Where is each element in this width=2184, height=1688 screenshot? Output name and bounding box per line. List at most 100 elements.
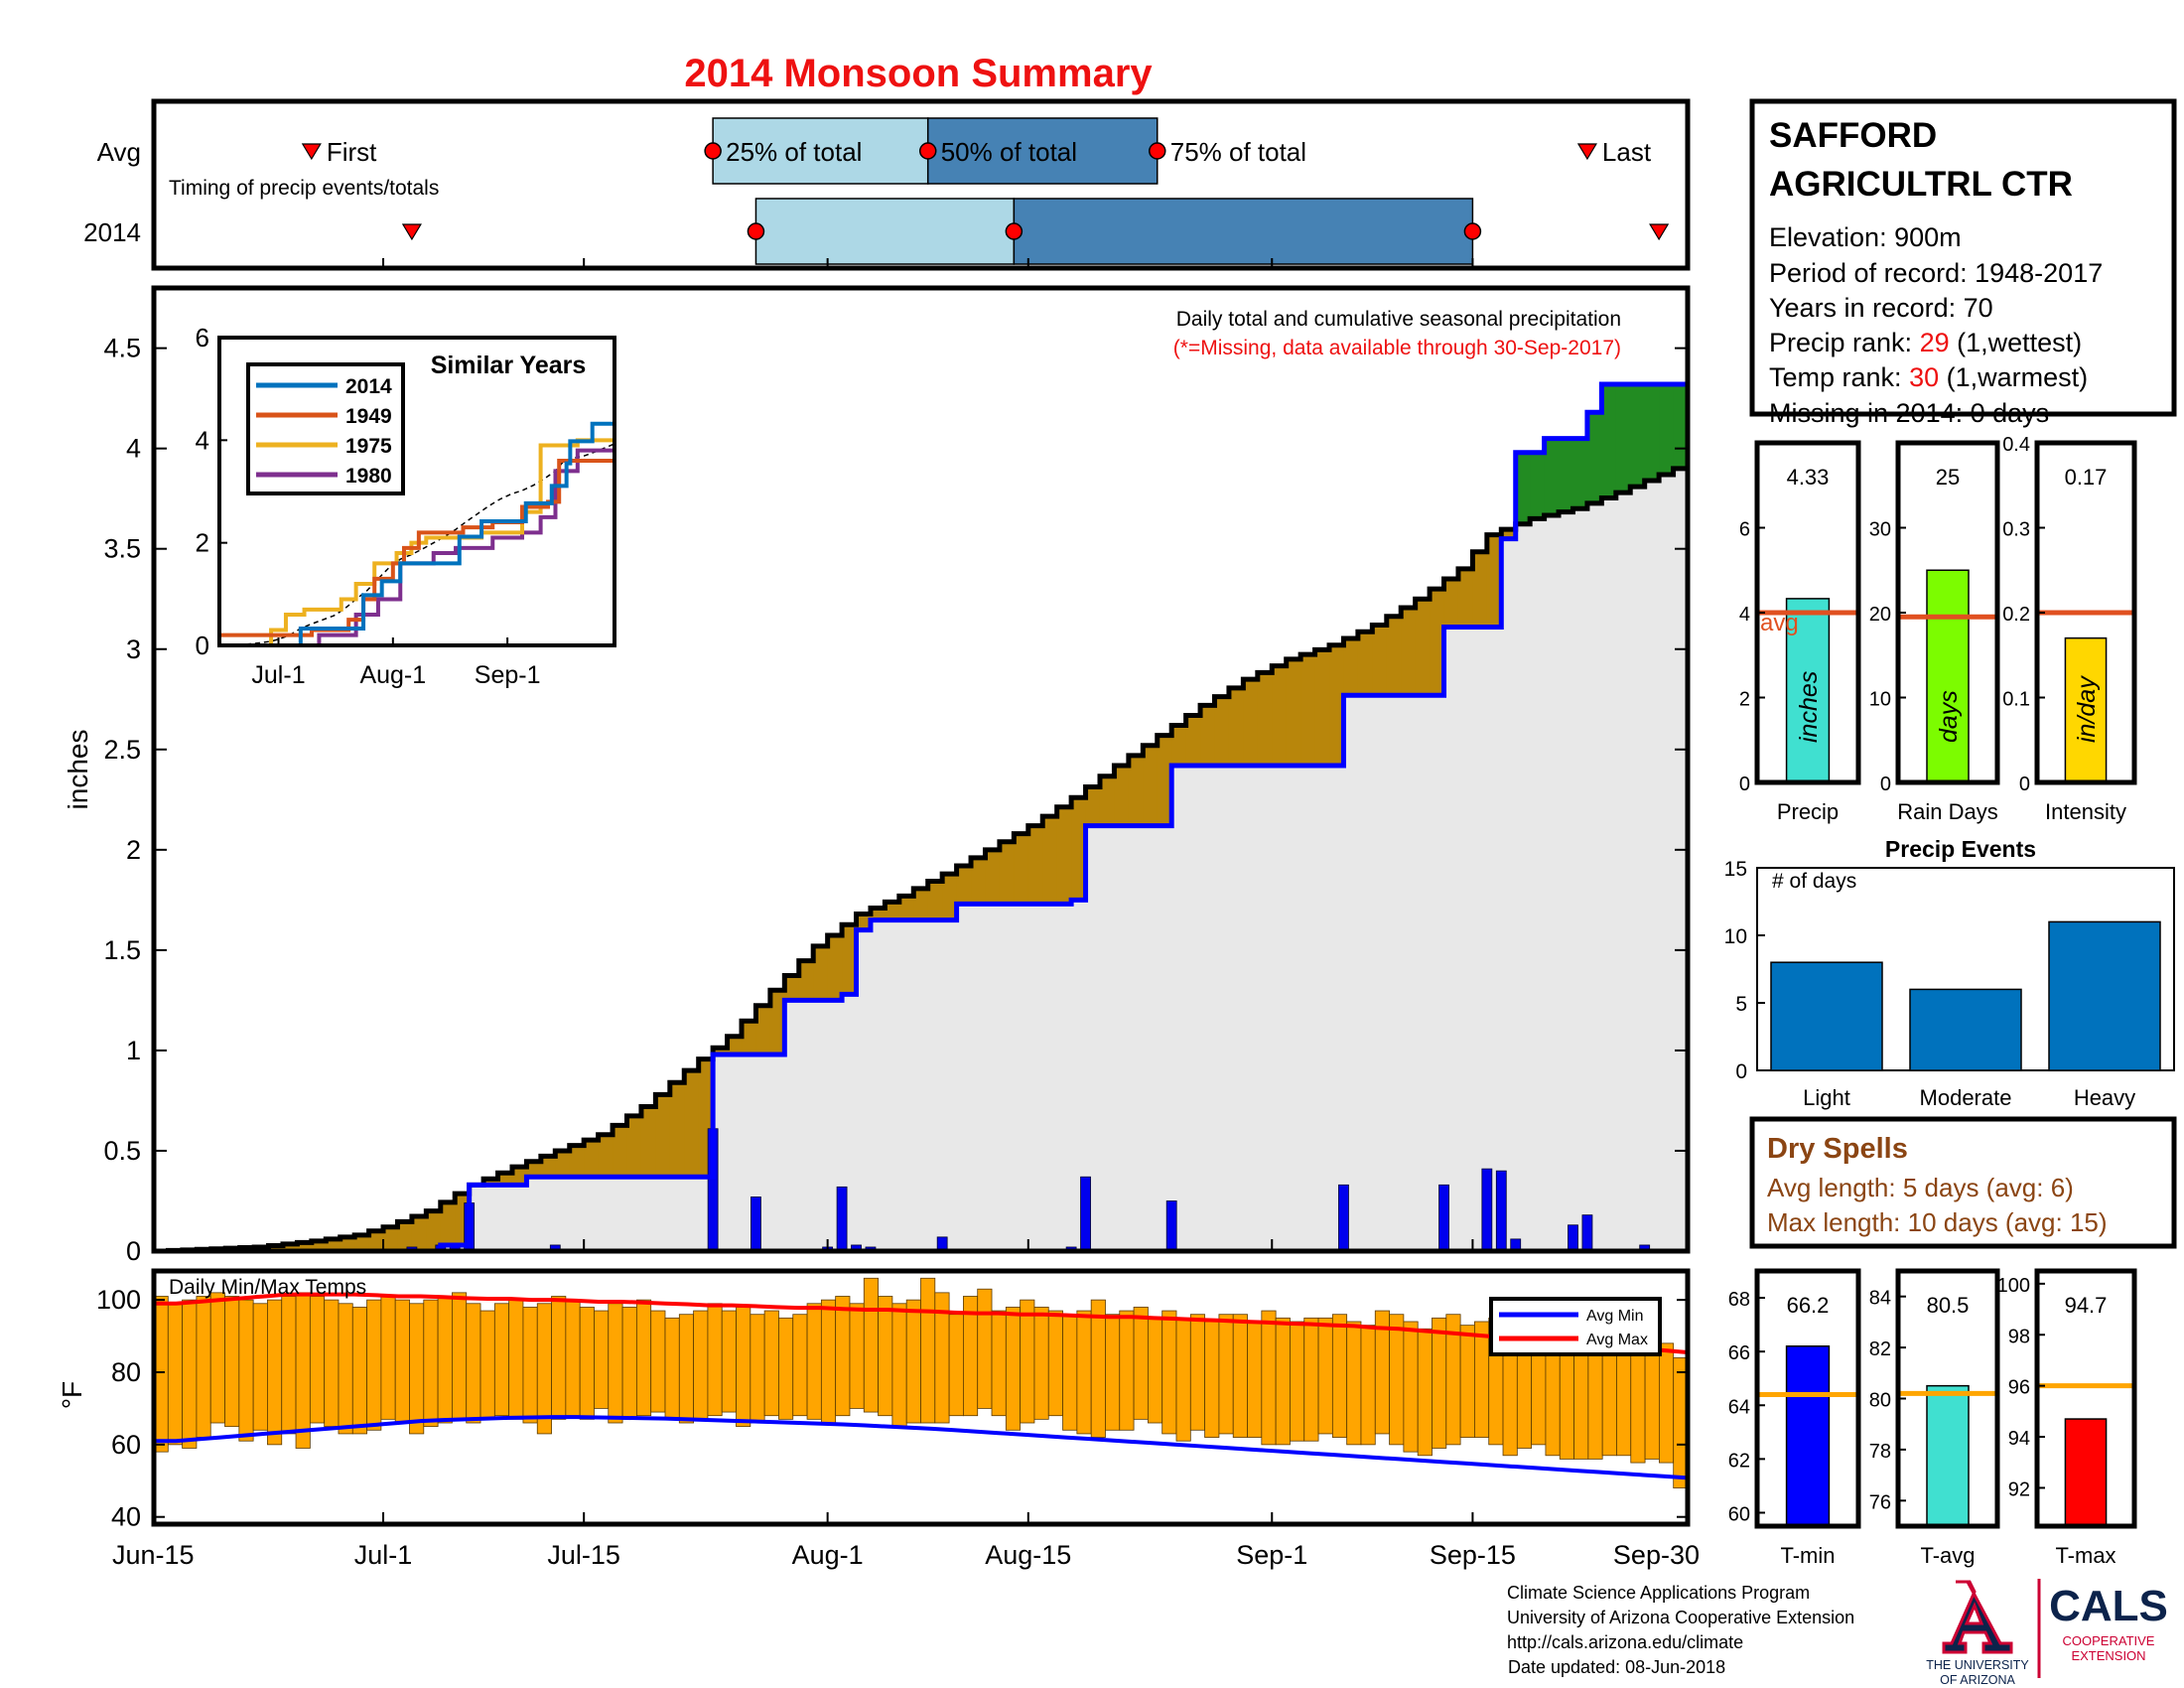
deficit-fill	[985, 849, 1001, 905]
daily-temp-bar	[1147, 1317, 1163, 1424]
summary-ytick-label: 92	[2008, 1478, 2030, 1500]
summary-ytick-label: 60	[1728, 1503, 1750, 1525]
deficit-fill	[713, 1048, 729, 1055]
similar-years-inset: 0 2 4 6 Jul-1 Aug-1 Sep-1 Similar Years 2014 19…	[196, 323, 616, 689]
timing-q50-label: 50% of total	[941, 137, 1077, 167]
surplus-fill	[1572, 438, 1588, 509]
daily-temp-bar	[1047, 1310, 1063, 1417]
daily-temp-bar	[736, 1307, 751, 1428]
precip-summary-panels: avg 4.33 inches 0 2 4 6 Precip 25 days 0 10 20 30 Rain…	[1739, 434, 2137, 824]
precip-ytick-label: 0	[126, 1236, 141, 1266]
dry-spells-max: Max length: 10 days (avg: 15)	[1767, 1207, 2108, 1237]
surplus-fill	[1644, 384, 1660, 481]
daily-temp-bar	[295, 1292, 311, 1449]
summary-ytick-label: 78	[1869, 1441, 1891, 1463]
events-ylabel: # of days	[1772, 870, 1856, 893]
daily-temp-bar	[1474, 1321, 1490, 1438]
station-name-line1: SAFFORD	[1769, 116, 1937, 155]
summary-ytick-label: 68	[1728, 1289, 1750, 1311]
deficit-fill	[569, 1145, 585, 1178]
summary-ytick-label: 0.2	[2002, 604, 2030, 626]
summary-ytick-label: 2	[1739, 689, 1750, 711]
deficit-fill	[727, 1036, 743, 1055]
summary-ytick-label: 10	[1869, 689, 1891, 711]
station-info-box: SAFFORD AGRICULTRL CTR Elevation: 900m P…	[1749, 98, 2177, 428]
timing-note: Timing of precip events/totals	[169, 177, 439, 200]
daily-temp-bar	[1119, 1310, 1135, 1431]
inset-series-1975	[219, 435, 616, 647]
precip-rank-label: Precip rank:	[1769, 328, 1920, 357]
deficit-fill	[1157, 735, 1172, 826]
deficit-fill	[268, 1245, 284, 1251]
daily-temp-bar	[693, 1310, 709, 1420]
summary-bar	[1926, 569, 1970, 783]
deficit-fill	[640, 1106, 656, 1178]
temp-ytick-label: 100	[96, 1285, 141, 1315]
surplus-fill	[1630, 384, 1646, 488]
daily-temp-bar	[707, 1303, 723, 1417]
daily-temp-bar	[1417, 1328, 1433, 1457]
summary-ytick-label: 0.1	[2002, 689, 2030, 711]
deficit-fill	[898, 896, 914, 920]
deficit-fill	[1185, 715, 1201, 766]
deficit-fill	[613, 1125, 628, 1178]
summary-value: 80.5	[1927, 1293, 1970, 1318]
deficit-fill	[1300, 654, 1316, 766]
station-frame	[1749, 98, 2177, 417]
daily-temp-bar	[1403, 1321, 1419, 1453]
temp-frame	[151, 1268, 1691, 1527]
surplus-fill	[1515, 452, 1531, 524]
timing-avg-label: Avg	[97, 137, 141, 167]
daily-temp-bar	[763, 1310, 779, 1417]
inset-legend-label: 2014	[345, 375, 392, 398]
precip-ytick-label: 2.5	[103, 735, 141, 765]
events-ytick-label: 0	[1735, 1060, 1747, 1083]
daily-precip-bar	[1481, 1168, 1493, 1252]
daily-temp-bar	[1290, 1321, 1305, 1442]
daily-temp-bar	[1090, 1299, 1106, 1438]
summary-panel-t-min: 66.2 60 62 64 66 68 T-min	[1728, 1268, 1861, 1568]
deficit-fill	[1401, 607, 1417, 696]
summary-label: T-avg	[1920, 1543, 1975, 1568]
surplus-fill	[1601, 384, 1617, 498]
summary-label: T-max	[2055, 1543, 2116, 1568]
daily-temp-bar	[437, 1296, 453, 1424]
deficit-fill	[1472, 551, 1488, 628]
timing-bar-25-50	[754, 198, 1016, 265]
daily-temp-bar	[281, 1296, 297, 1435]
deficit-fill	[927, 881, 943, 920]
precip-ytick-label: 0.5	[103, 1136, 141, 1166]
daily-precip-bar	[1581, 1214, 1593, 1252]
daily-precip-bar	[1495, 1170, 1507, 1252]
deficit-fill	[397, 1221, 413, 1251]
deficit-fill	[1128, 755, 1144, 826]
daily-temp-bar	[977, 1288, 993, 1409]
daily-temp-bar	[721, 1310, 737, 1413]
inset-ytick-label: 2	[196, 528, 209, 558]
summary-ytick-label: 100	[1997, 1275, 2030, 1297]
summary-ytick-label: 0	[2019, 774, 2030, 795]
deficit-fill	[742, 1021, 757, 1055]
station-period: Period of record: 1948-2017	[1769, 258, 2103, 288]
summary-panel-t-max: 94.7 92 94 96 98 100 T-max	[1997, 1268, 2137, 1568]
deficit-fill	[354, 1234, 370, 1251]
summary-bar	[1926, 1384, 1970, 1527]
deficit-fill	[555, 1150, 571, 1178]
daily-temp-bar	[820, 1299, 837, 1424]
station-precip-rank: Precip rank: 29 (1,wettest)	[1769, 328, 2082, 357]
daily-temp-bar	[493, 1303, 510, 1417]
precip-ytick-label: 2	[126, 835, 141, 865]
deficit-fill	[326, 1238, 341, 1251]
inset-legend-label: 1980	[345, 465, 392, 488]
ua-block-a-icon	[1942, 1580, 2013, 1654]
date-xtick-label: Aug-1	[792, 1540, 864, 1570]
daily-temp-bar	[394, 1299, 410, 1424]
events-ytick-label: 10	[1724, 925, 1747, 948]
station-temp-rank: Temp rank: 30 (1,warmest)	[1769, 362, 2088, 392]
summary-ytick-label: 66	[1728, 1342, 1750, 1364]
date-xtick-label: Aug-15	[985, 1540, 1071, 1570]
avg-min-temp-line	[154, 1415, 1689, 1480]
daily-precip-bar	[1165, 1200, 1177, 1252]
summary-bar	[1785, 1344, 1831, 1527]
